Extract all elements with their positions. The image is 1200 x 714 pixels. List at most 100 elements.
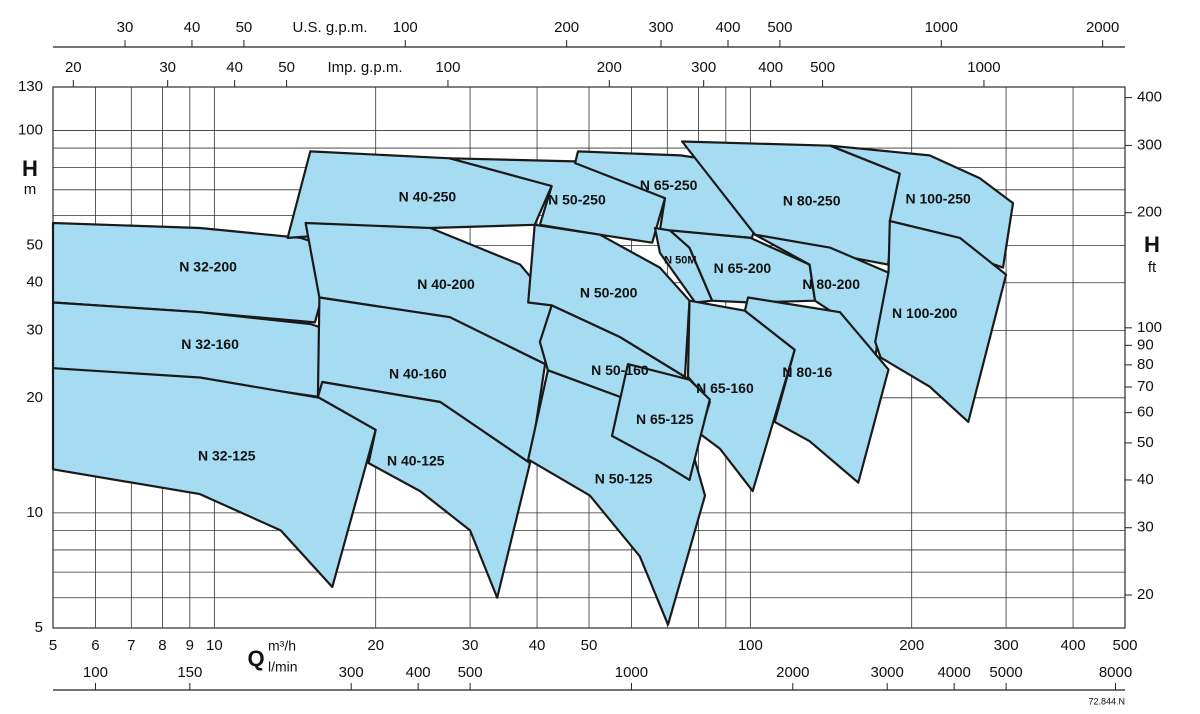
bottom-tick-label: 400 bbox=[406, 664, 431, 681]
bottom-tick-label: 8000 bbox=[1099, 664, 1132, 681]
x-tick-label: 30 bbox=[462, 637, 479, 654]
region-label: N 40-250 bbox=[399, 188, 457, 204]
y2-tick-label: 80 bbox=[1137, 356, 1154, 373]
y-tick-label: 130 bbox=[18, 78, 43, 95]
y2-unit: ft bbox=[1148, 259, 1157, 276]
bottom-tick-label: 150 bbox=[177, 664, 202, 681]
x-tick-label: 400 bbox=[1061, 637, 1086, 654]
x-tick-label: 5 bbox=[49, 637, 57, 654]
top-tick-label: 300 bbox=[691, 59, 716, 76]
region-label: N 40-160 bbox=[389, 365, 447, 381]
x-tick-label: 200 bbox=[899, 637, 924, 654]
bottom-tick-label: 2000 bbox=[776, 664, 809, 681]
x-tick-label: 6 bbox=[91, 637, 99, 654]
top-tick-label: 100 bbox=[435, 59, 460, 76]
x-tick-label: 8 bbox=[158, 637, 166, 654]
region-label: N 80-200 bbox=[802, 276, 860, 292]
region-label: N 100-200 bbox=[892, 305, 958, 321]
x-tick-label: 20 bbox=[367, 637, 384, 654]
x-symbol: Q bbox=[247, 646, 264, 671]
region-label: N 40-200 bbox=[417, 276, 475, 292]
region-label: N 100-250 bbox=[905, 190, 971, 206]
y-tick-label: 5 bbox=[35, 619, 43, 636]
x-tick-label: 7 bbox=[127, 637, 135, 654]
y-tick-label: 10 bbox=[26, 504, 43, 521]
x2-unit: l/min bbox=[268, 659, 298, 675]
region-label: N 50-250 bbox=[548, 192, 606, 208]
y-tick-label: 40 bbox=[26, 274, 43, 291]
top-tick-label: 30 bbox=[117, 19, 134, 36]
top-tick-label: 200 bbox=[597, 59, 622, 76]
pump-region bbox=[874, 219, 1008, 423]
top-tick-label: 500 bbox=[767, 19, 792, 36]
y-tick-label: 30 bbox=[26, 321, 43, 338]
x-tick-label: 10 bbox=[206, 637, 223, 654]
region-label: N 32-160 bbox=[181, 336, 239, 352]
top-axis-title: U.S. g.p.m. bbox=[292, 19, 367, 36]
top-tick-label: 400 bbox=[758, 59, 783, 76]
region-label: N 65-160 bbox=[696, 380, 754, 396]
region-label: N 32-125 bbox=[198, 447, 256, 463]
top-tick-label: 30 bbox=[159, 59, 176, 76]
top-tick-label: 50 bbox=[236, 19, 253, 36]
x-tick-label: 100 bbox=[738, 637, 763, 654]
top-tick-label: 2000 bbox=[1086, 19, 1119, 36]
figure-code: 72.844.N bbox=[1088, 696, 1125, 706]
region-label: N 65-125 bbox=[636, 411, 694, 427]
top-axis-title: Imp. g.p.m. bbox=[327, 59, 402, 76]
region-label: N 80-250 bbox=[783, 193, 841, 209]
bottom-tick-label: 5000 bbox=[989, 664, 1022, 681]
y2-tick-label: 60 bbox=[1137, 404, 1154, 421]
regions: N 32-200 N 32-160 N 32-125 N 40-250 N 40-200… bbox=[51, 140, 1015, 626]
top-tick-label: 500 bbox=[810, 59, 835, 76]
axes: 5 6 7 8 9 10 20 30 40 50 100 200 300 400 500 5 10 20 30 40 5… bbox=[18, 19, 1162, 691]
top-tick-label: 1000 bbox=[967, 59, 1000, 76]
y-tick-label: 100 bbox=[18, 122, 43, 139]
y2-tick-label: 40 bbox=[1137, 471, 1154, 488]
y2-tick-label: 70 bbox=[1137, 378, 1154, 395]
region-label: N 50M bbox=[664, 254, 696, 266]
y2-tick-label: 200 bbox=[1137, 204, 1162, 221]
top-tick-label: 1000 bbox=[925, 19, 958, 36]
top-tick-label: 40 bbox=[226, 59, 243, 76]
bottom-tick-label: 4000 bbox=[937, 664, 970, 681]
pump-region bbox=[668, 229, 817, 304]
top-tick-label: 40 bbox=[184, 19, 201, 36]
pump-region bbox=[743, 296, 890, 484]
y-symbol: H bbox=[22, 156, 38, 181]
pump-region bbox=[316, 380, 532, 599]
top-tick-label: 100 bbox=[393, 19, 418, 36]
x-tick-label: 9 bbox=[186, 637, 194, 654]
y2-tick-label: 30 bbox=[1137, 519, 1154, 536]
region-label: N 50-160 bbox=[591, 362, 649, 378]
y2-tick-label: 20 bbox=[1137, 586, 1154, 603]
y2-tick-label: 90 bbox=[1137, 336, 1154, 353]
x-tick-label: 40 bbox=[529, 637, 546, 654]
pump-region bbox=[51, 367, 377, 589]
region-label: N 80-16 bbox=[782, 364, 832, 380]
bottom-tick-label: 500 bbox=[458, 664, 483, 681]
bottom-tick-label: 1000 bbox=[615, 664, 648, 681]
region-label: N 50-125 bbox=[595, 471, 653, 487]
top-tick-label: 300 bbox=[649, 19, 674, 36]
y2-tick-label: 50 bbox=[1137, 434, 1154, 451]
region-label: N 65-200 bbox=[714, 260, 772, 276]
region-label: N 50-200 bbox=[580, 284, 638, 300]
bottom-tick-label: 300 bbox=[339, 664, 364, 681]
region-label: N 40-125 bbox=[387, 452, 445, 468]
x-tick-label: 500 bbox=[1112, 637, 1137, 654]
top-tick-label: 200 bbox=[554, 19, 579, 36]
pump-region bbox=[610, 363, 711, 481]
region-label: N 32-200 bbox=[179, 259, 237, 275]
y2-tick-label: 100 bbox=[1137, 319, 1162, 336]
top-tick-label: 400 bbox=[715, 19, 740, 36]
bottom-tick-label: 3000 bbox=[870, 664, 903, 681]
x-tick-label: 300 bbox=[994, 637, 1019, 654]
y2-tick-label: 400 bbox=[1137, 89, 1162, 106]
top-tick-label: 20 bbox=[65, 59, 82, 76]
region-label: N 65-250 bbox=[640, 177, 698, 193]
y-tick-label: 50 bbox=[26, 237, 43, 254]
x-tick-label: 50 bbox=[581, 637, 598, 654]
y2-symbol: H bbox=[1144, 232, 1160, 257]
